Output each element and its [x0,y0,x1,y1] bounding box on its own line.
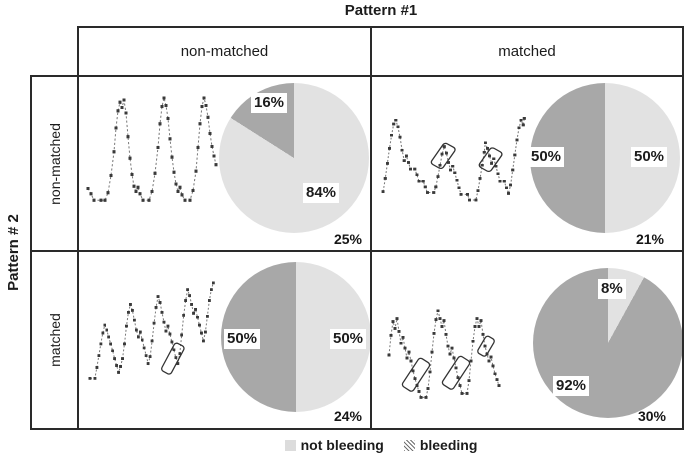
pie-label-not-bleeding: 50% [330,329,367,349]
cell-share-label: 24% [333,408,362,424]
cell-nonmatched-matched: 50% 50% 24% [79,252,372,428]
legend-item-bleeding: bleeding [403,437,478,453]
row-header-matched: matched [46,313,63,367]
col-header-non-matched: non-matched [79,28,372,75]
bleeding-hatch-swatch-icon [403,439,415,451]
cell-share-label: 21% [635,231,664,247]
pie-label-not-bleeding: 84% [303,183,340,203]
cell-matched-nonmatched: 50% 50% 21% [372,77,682,252]
cell-matched-matched: 8% 92% 30% [372,252,682,428]
legend-not-bleeding-label: not bleeding [300,437,384,453]
pie-label-bleeding: 16% [251,93,288,113]
pie-chart-nonmatched-nonmatched [219,83,369,233]
legend-item-not-bleeding: not bleeding [284,437,384,453]
row-header-non-matched: non-matched [32,77,77,252]
row-headers: non-matched matched [30,75,79,430]
cell-share-label: 30% [637,408,666,424]
cell-share-label: 25% [333,231,362,247]
legend: not bleeding bleeding [78,437,684,453]
pie-label-bleeding: 50% [528,147,565,167]
line-chart-nonmatched-nonmatched [85,85,235,225]
line-chart-matched-nonmatched [380,109,538,231]
pie-label-bleeding: 92% [553,376,590,396]
pie-label-bleeding: 50% [224,329,261,349]
line-chart-nonmatched-matched [87,270,235,398]
cell-nonmatched-nonmatched: 16% 84% 25% [79,77,372,252]
pie-label-not-bleeding: 8% [598,279,626,299]
line-chart-matched-matched [386,294,536,422]
col-header-matched: matched [498,43,556,60]
column-axis-title: Pattern #1 [344,2,418,19]
column-headers: non-matched matched [77,26,684,77]
cell-grid: 16% 84% 25% 50% 50% 21% 50% 50% [77,75,684,430]
pie-label-not-bleeding: 50% [631,147,668,167]
row-axis-title: Pattern # 2 [4,214,22,291]
legend-bleeding-label: bleeding [419,437,478,453]
not-bleeding-swatch-icon [284,439,296,451]
